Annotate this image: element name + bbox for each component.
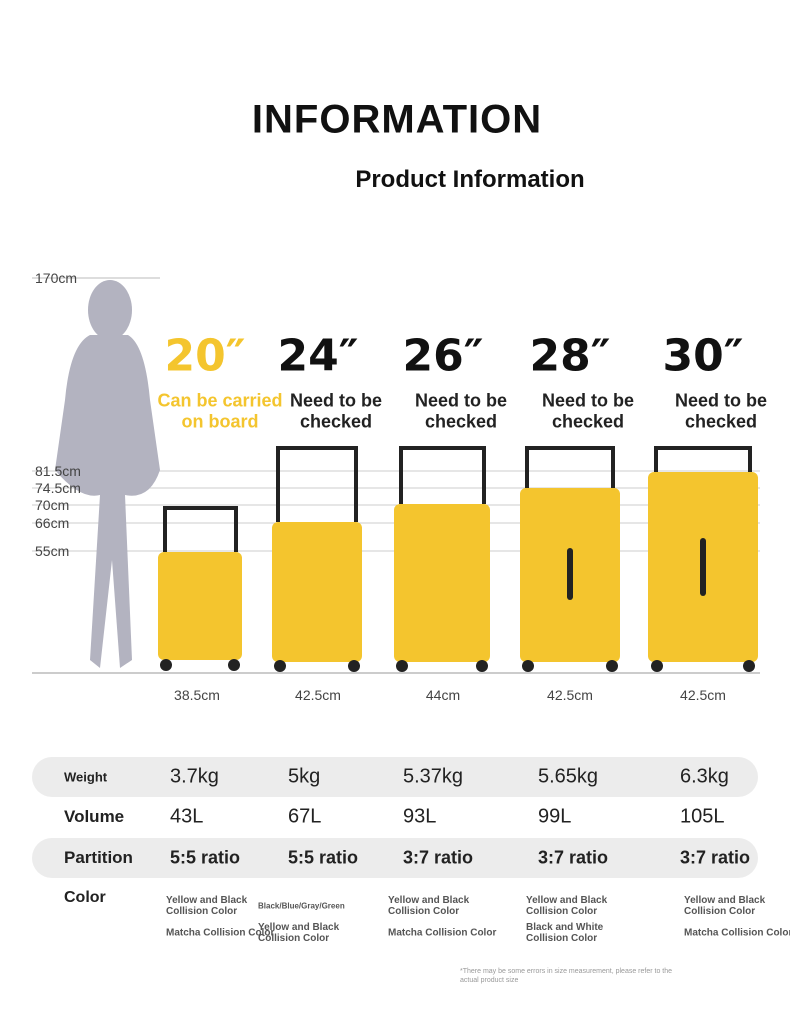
size-label: 28″ bbox=[529, 330, 611, 382]
size-note: on board bbox=[181, 411, 259, 432]
row-value: 67L bbox=[288, 805, 322, 828]
row-band bbox=[32, 838, 758, 878]
height-label: 55cm bbox=[35, 543, 70, 559]
height-label: 66cm bbox=[35, 515, 70, 531]
size-note: Need to be bbox=[541, 390, 635, 411]
row-value: 5:5 ratio bbox=[170, 847, 241, 868]
color-value: Yellow and Black Collision Color bbox=[388, 895, 470, 917]
size-note: checked bbox=[299, 411, 373, 432]
row-value: 5:5 ratio bbox=[288, 847, 359, 868]
row-band bbox=[32, 757, 758, 797]
row-value: 43L bbox=[170, 805, 204, 828]
color-value: Yellow and Black Collision Color bbox=[684, 895, 766, 917]
color-value: Yellow and Black Collision Color bbox=[258, 922, 340, 944]
width-label: 38.5cm bbox=[174, 687, 220, 703]
color-value: Matcha Collision Color bbox=[388, 927, 497, 939]
size-label: 24″ bbox=[277, 330, 359, 382]
width-label: 44cm bbox=[425, 687, 461, 703]
row-value: 5kg bbox=[288, 765, 321, 788]
size-note: checked bbox=[684, 411, 758, 432]
row-label: Weight bbox=[64, 769, 108, 785]
row-label: Color bbox=[64, 889, 106, 906]
width-label: 42.5cm bbox=[547, 687, 593, 703]
height-label: 74.5cm bbox=[35, 480, 81, 496]
row-value: 3.7kg bbox=[170, 765, 219, 788]
color-value: Matcha Collision Color bbox=[166, 927, 275, 939]
row-value: 3:7 ratio bbox=[680, 847, 751, 868]
row-label: Volume bbox=[64, 807, 125, 826]
width-label: 42.5cm bbox=[295, 687, 341, 703]
footnote: *There may be some errors in size measur… bbox=[460, 968, 673, 984]
row-value: 6.3kg bbox=[680, 765, 729, 788]
color-value: Black and White Collision Color bbox=[526, 922, 604, 944]
title: INFORMATION bbox=[251, 97, 543, 142]
size-note: checked bbox=[424, 411, 498, 432]
width-label: 42.5cm bbox=[680, 687, 726, 703]
height-label: 81.5cm bbox=[35, 463, 81, 479]
size-note: Need to be bbox=[674, 390, 768, 411]
row-value: 3:7 ratio bbox=[538, 847, 609, 868]
row-value: 5.37kg bbox=[403, 765, 464, 788]
color-value: Matcha Collision Color bbox=[684, 927, 790, 939]
row-value: 99L bbox=[538, 805, 572, 828]
silhouette bbox=[55, 280, 160, 668]
size-note: Can be carried bbox=[157, 390, 283, 411]
size-label: 30″ bbox=[662, 330, 744, 382]
height-label: 170cm bbox=[35, 270, 78, 286]
row-value: 105L bbox=[680, 805, 725, 828]
height-label: 70cm bbox=[35, 497, 70, 513]
row-value: 3:7 ratio bbox=[403, 847, 474, 868]
size-label: 20″ bbox=[164, 330, 246, 382]
subtitle: Product Information bbox=[355, 166, 585, 193]
color-value: Black/Blue/Gray/Green bbox=[258, 901, 345, 911]
size-note: checked bbox=[551, 411, 625, 432]
size-label: 26″ bbox=[402, 330, 484, 382]
size-note: Need to be bbox=[414, 390, 508, 411]
row-value: 5.65kg bbox=[538, 765, 599, 788]
row-label: Partition bbox=[64, 848, 133, 867]
suitcases bbox=[158, 446, 758, 672]
color-value: Yellow and Black Collision Color bbox=[526, 895, 608, 917]
size-note: Need to be bbox=[289, 390, 383, 411]
color-value: Yellow and Black Collision Color bbox=[166, 895, 248, 917]
row-value: 93L bbox=[403, 805, 437, 828]
